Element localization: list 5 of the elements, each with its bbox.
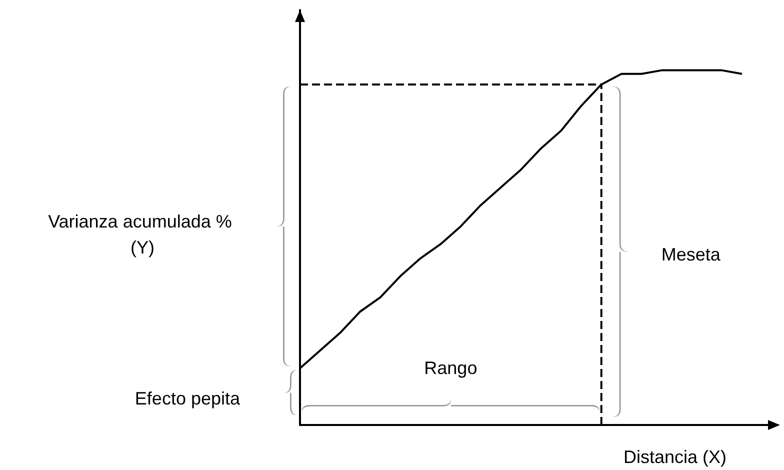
x-axis-title: Distancia (X): [623, 447, 727, 467]
text: Efecto pepita: [134, 388, 241, 409]
annotation: Meseta: [661, 244, 722, 265]
annotation: Rango: [424, 358, 478, 378]
y-axis-title: Varianza acumulada % (Y): [48, 211, 232, 258]
